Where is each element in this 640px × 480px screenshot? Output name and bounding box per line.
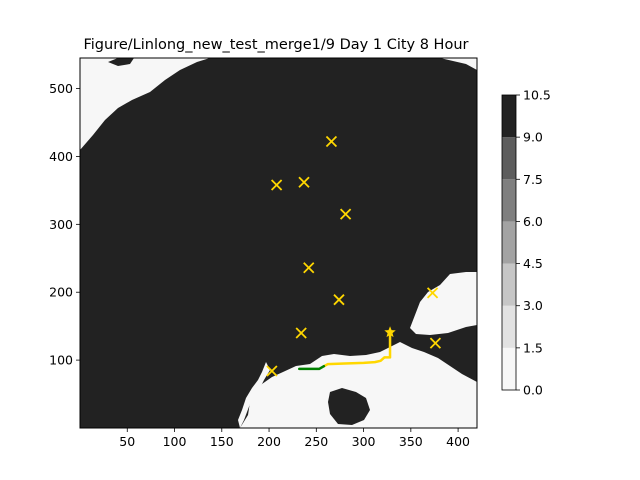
city-marker-stroke (303, 262, 315, 274)
sea-region-south (80, 342, 477, 428)
route-paths (298, 331, 392, 371)
city-marker (429, 337, 442, 349)
city-marker (426, 287, 439, 299)
colorbar-tick-label: 1.5 (523, 340, 543, 355)
y-tick-label: 100 (49, 353, 73, 368)
plot-area (80, 58, 477, 428)
city-marker (266, 365, 278, 377)
colorbar-tick-label: 10.5 (523, 88, 551, 103)
y-tick-label: 300 (49, 217, 73, 232)
colorbar-frame (501, 94, 517, 391)
city-marker-stroke (426, 287, 439, 299)
city-marker-stroke (266, 365, 278, 377)
y-tick-label: 400 (49, 149, 73, 164)
plot-frame (79, 57, 478, 429)
colorbar-band (502, 95, 516, 138)
city-marker-stroke (429, 337, 442, 349)
colorbar-tick-label: 6.0 (523, 214, 543, 229)
x-tick-label: 50 (119, 434, 135, 449)
island (328, 388, 370, 425)
start-star (384, 326, 396, 338)
city-marker-stroke (270, 179, 283, 191)
colorbar-tick-label: 9.0 (523, 130, 543, 145)
sea-region-northeast (440, 58, 477, 70)
city-marker-stroke (339, 208, 352, 220)
sea-region-northwest (80, 58, 210, 150)
city-marker-stroke (325, 135, 338, 148)
colorbar-band (502, 179, 516, 222)
y-axis: 100 200 300 400 500 (49, 81, 80, 368)
city-marker (303, 262, 315, 274)
colorbar-band (502, 137, 516, 180)
colorbar-band (502, 221, 516, 264)
x-tick-label: 400 (446, 434, 470, 449)
x-tick-label: 250 (304, 434, 328, 449)
colorbar-band (502, 263, 516, 306)
route-segment (322, 331, 392, 368)
x-tick-label: 300 (352, 434, 376, 449)
route-segment (298, 364, 326, 371)
city-marker (298, 176, 310, 188)
city-marker (295, 327, 307, 339)
colorbar-band (502, 305, 516, 348)
y-tick-label: 500 (49, 81, 73, 96)
colorbar-tick-label: 4.5 (523, 256, 543, 271)
x-tick-label: 200 (257, 434, 281, 449)
colorbar-tick-label: 7.5 (523, 172, 543, 187)
colorbar-tick-label: 3.0 (523, 298, 543, 313)
x-tick-label: 150 (210, 434, 234, 449)
start-marker (384, 326, 396, 338)
city-marker (333, 294, 345, 306)
islet-north (108, 58, 134, 66)
y-tick-label: 200 (49, 285, 73, 300)
colorbar: 0.0 1.5 3.0 4.5 6.0 7.5 9.0 10.5 (501, 88, 551, 398)
city-marker (270, 179, 283, 191)
city-marker (325, 135, 338, 148)
x-tick-label: 100 (163, 434, 187, 449)
city-marker-stroke (333, 294, 345, 306)
city-marker (339, 208, 352, 220)
city-markers (266, 135, 442, 377)
colorbar-tick-label: 0.0 (523, 383, 543, 398)
chart-title: Figure/Linlong_new_test_merge1/9 Day 1 C… (83, 37, 468, 53)
colorbar-band (502, 347, 516, 390)
x-axis: 50 100 150 200 250 300 350 400 (119, 428, 470, 449)
sea-region-southwest (238, 362, 270, 428)
x-tick-label: 350 (399, 434, 423, 449)
city-marker-stroke (295, 327, 307, 339)
sea-region-east (410, 272, 477, 335)
city-marker-stroke (298, 176, 310, 188)
